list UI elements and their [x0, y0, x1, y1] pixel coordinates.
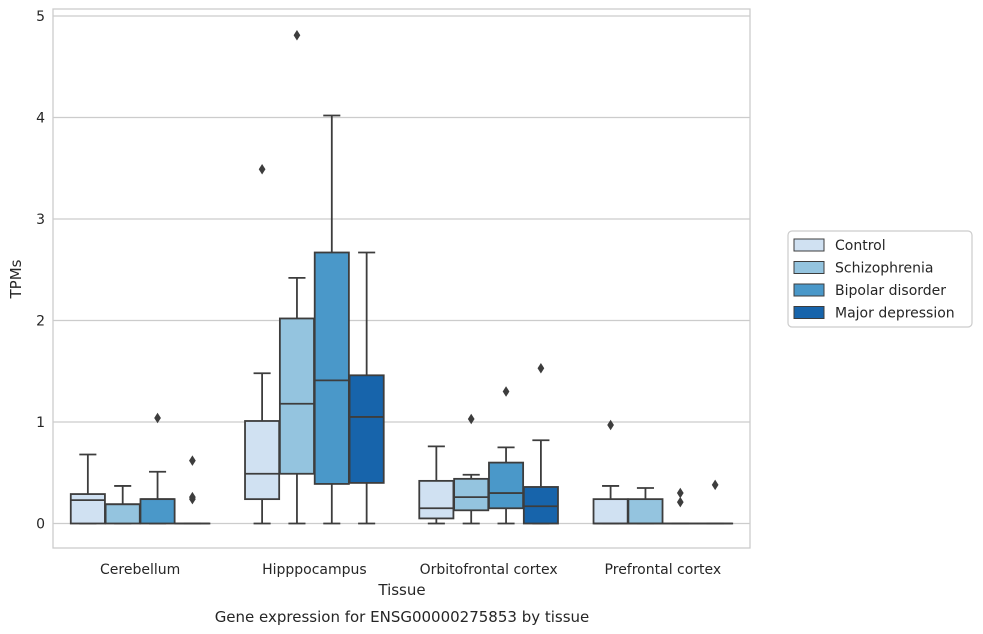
y-tick-label: 3 — [36, 212, 45, 228]
y-tick-label: 4 — [36, 111, 45, 127]
legend-swatch — [793, 238, 825, 252]
outlier-point — [607, 419, 614, 431]
box-2-3 — [522, 362, 559, 525]
outlier-point — [676, 487, 684, 499]
outlier-point — [537, 362, 545, 374]
outlier-point — [502, 386, 510, 397]
outlier-point — [154, 412, 161, 424]
x-tick-label: Orbitofrontal cortex — [420, 562, 558, 578]
outlier-point — [711, 479, 719, 491]
box-1-0 — [244, 164, 281, 525]
legend-swatch — [793, 283, 825, 297]
box-0-3 — [174, 455, 211, 525]
box-1-1 — [278, 30, 315, 525]
legend-label: Major depression — [835, 306, 955, 322]
box-2-0 — [418, 445, 455, 525]
box-body — [313, 251, 350, 485]
box-body — [418, 479, 455, 520]
box-body — [139, 498, 176, 525]
y-axis-label: TPMs — [7, 259, 25, 299]
x-axis-label: Tissue — [377, 581, 425, 599]
outlier-point — [293, 30, 301, 41]
outlier-point — [467, 413, 475, 425]
box-body — [244, 420, 281, 501]
x-tick-label: Cerebellum — [100, 562, 180, 578]
y-tick-label: 2 — [36, 314, 45, 330]
legend-item: Bipolar disorder — [793, 283, 946, 299]
box-body — [627, 498, 664, 525]
y-tick-label: 5 — [36, 9, 45, 25]
legend-item: Control — [793, 238, 886, 254]
legend: Control Schizophrenia Bipolar disorder Majo… — [787, 230, 973, 328]
box-3-1 — [627, 487, 664, 525]
box-3-2 — [662, 487, 699, 525]
x-tick-label: Prefrontal cortex — [605, 562, 722, 578]
grid-lines — [53, 15, 750, 525]
box-2-2 — [488, 386, 525, 525]
legend-swatch — [793, 261, 825, 274]
box-body — [592, 498, 629, 525]
box-3-3 — [697, 479, 734, 525]
outlier-point — [189, 455, 196, 466]
outlier-point — [258, 164, 266, 175]
box-1-2 — [313, 114, 350, 525]
chart-caption: Gene expression for ENSG00000275853 by t… — [215, 608, 590, 626]
box-3-0 — [592, 419, 629, 525]
box-body — [453, 477, 490, 512]
outlier-point — [189, 491, 196, 503]
box-body — [522, 486, 559, 525]
box-body — [488, 461, 525, 510]
legend-label: Bipolar disorder — [835, 283, 946, 299]
box-0-1 — [104, 485, 141, 525]
legend-item: Schizophrenia — [793, 261, 933, 277]
plot-area — [69, 30, 734, 525]
outlier-point — [676, 496, 684, 508]
legend-label: Schizophrenia — [835, 261, 933, 277]
axes-frame — [52, 8, 751, 549]
box-0-2 — [139, 412, 176, 525]
legend-label: Control — [835, 238, 886, 254]
box-2-1 — [453, 413, 490, 525]
y-tick-label: 0 — [36, 517, 45, 533]
legend-swatch — [793, 306, 825, 319]
box-1-3 — [348, 251, 385, 525]
box-body — [69, 493, 106, 525]
y-tick-label: 1 — [36, 415, 45, 431]
x-axis-ticks: Cerebellum Hipppocampus Orbitofrontal cort… — [100, 562, 721, 578]
box-body — [348, 374, 385, 484]
box-body — [104, 503, 141, 525]
legend-item: Major depression — [793, 306, 955, 322]
y-axis-ticks: 0 1 2 3 4 5 — [36, 9, 45, 533]
box-0-0 — [69, 453, 106, 525]
box-body — [278, 317, 315, 475]
legend-frame — [787, 230, 973, 328]
x-tick-label: Hipppocampus — [262, 562, 367, 578]
